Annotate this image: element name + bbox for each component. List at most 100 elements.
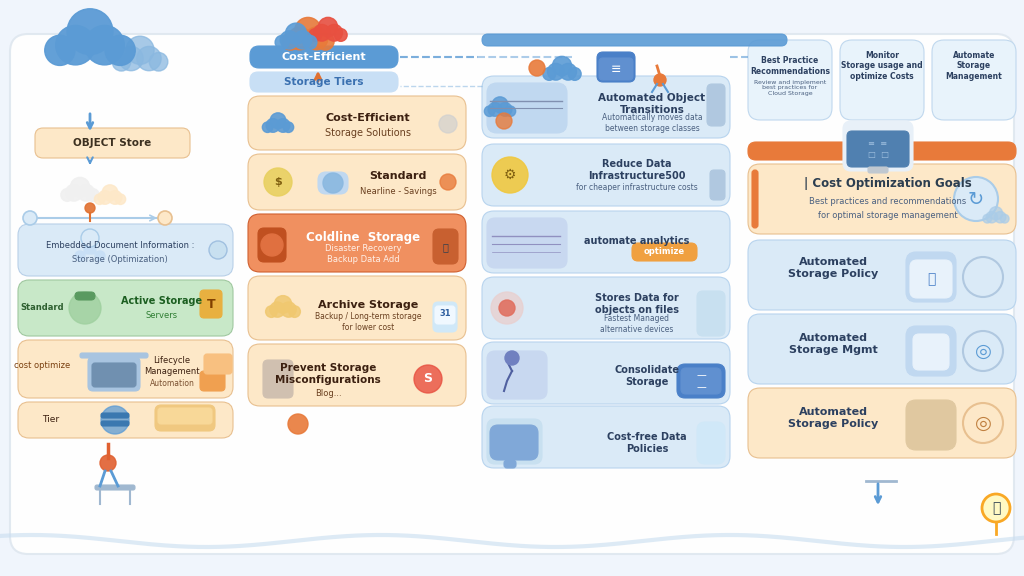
FancyBboxPatch shape xyxy=(35,128,190,158)
Circle shape xyxy=(209,241,227,259)
Text: Standard: Standard xyxy=(20,304,63,313)
Text: $: $ xyxy=(274,177,282,187)
Circle shape xyxy=(560,63,577,80)
Circle shape xyxy=(105,35,135,66)
Circle shape xyxy=(963,331,1002,371)
Text: Monitor
Storage usage and
optimize Costs: Monitor Storage usage and optimize Costs xyxy=(841,51,923,81)
Circle shape xyxy=(66,184,82,201)
FancyBboxPatch shape xyxy=(482,34,787,46)
FancyBboxPatch shape xyxy=(932,40,1016,120)
Circle shape xyxy=(529,60,545,76)
Text: Embedded Document Information :: Embedded Document Information : xyxy=(46,241,195,251)
Text: Blog...: Blog... xyxy=(314,389,341,399)
Circle shape xyxy=(284,122,294,132)
Text: for cheaper infrastructure costs: for cheaper infrastructure costs xyxy=(577,184,698,192)
Circle shape xyxy=(275,35,289,50)
Circle shape xyxy=(316,33,334,50)
Circle shape xyxy=(552,56,571,75)
Circle shape xyxy=(109,191,122,204)
FancyBboxPatch shape xyxy=(248,276,466,340)
FancyBboxPatch shape xyxy=(200,290,222,318)
Text: ⚙: ⚙ xyxy=(504,168,516,182)
Circle shape xyxy=(998,143,1014,159)
Circle shape xyxy=(989,207,1002,220)
FancyBboxPatch shape xyxy=(707,84,725,126)
FancyBboxPatch shape xyxy=(250,46,398,68)
Circle shape xyxy=(490,292,523,324)
FancyBboxPatch shape xyxy=(18,224,233,276)
FancyBboxPatch shape xyxy=(710,170,725,200)
Text: Coldline  Storage: Coldline Storage xyxy=(306,232,420,244)
FancyBboxPatch shape xyxy=(597,52,635,82)
Text: optimize: optimize xyxy=(643,248,685,256)
Circle shape xyxy=(954,177,998,221)
FancyBboxPatch shape xyxy=(18,402,233,438)
Circle shape xyxy=(158,211,172,225)
FancyBboxPatch shape xyxy=(75,292,95,300)
Circle shape xyxy=(137,47,161,71)
Text: Automation: Automation xyxy=(150,378,195,388)
Circle shape xyxy=(414,365,442,393)
Circle shape xyxy=(295,17,322,44)
Circle shape xyxy=(303,35,316,50)
Circle shape xyxy=(262,122,272,132)
Text: Disaster Recovery
Backup Data Add: Disaster Recovery Backup Data Add xyxy=(325,244,401,264)
Text: Nearline - Savings: Nearline - Savings xyxy=(359,187,436,195)
Text: ⬛: ⬛ xyxy=(927,272,935,286)
FancyBboxPatch shape xyxy=(847,131,909,167)
Circle shape xyxy=(86,188,99,202)
Circle shape xyxy=(261,234,283,256)
FancyBboxPatch shape xyxy=(482,406,730,468)
Text: Best practices and recommendations: Best practices and recommendations xyxy=(809,198,967,207)
Text: 📋: 📋 xyxy=(442,242,447,252)
Text: Consolidate
Storage: Consolidate Storage xyxy=(614,365,680,387)
Text: Archive Storage: Archive Storage xyxy=(317,300,418,310)
FancyBboxPatch shape xyxy=(80,353,148,358)
FancyBboxPatch shape xyxy=(748,142,1016,160)
Text: Storage Solutions: Storage Solutions xyxy=(325,128,411,138)
Circle shape xyxy=(60,188,74,202)
FancyBboxPatch shape xyxy=(101,421,129,426)
Circle shape xyxy=(81,229,99,247)
FancyBboxPatch shape xyxy=(748,388,1016,458)
Circle shape xyxy=(439,115,457,133)
Circle shape xyxy=(269,302,285,317)
Text: Fastest Managed
alternative devices: Fastest Managed alternative devices xyxy=(600,314,674,334)
FancyBboxPatch shape xyxy=(433,302,457,332)
Circle shape xyxy=(499,300,515,316)
FancyBboxPatch shape xyxy=(248,154,466,210)
FancyBboxPatch shape xyxy=(487,351,547,399)
Circle shape xyxy=(548,63,564,80)
Circle shape xyxy=(288,414,308,434)
Circle shape xyxy=(994,211,1006,223)
FancyBboxPatch shape xyxy=(10,34,1014,554)
Circle shape xyxy=(85,203,95,213)
Circle shape xyxy=(150,52,168,71)
Circle shape xyxy=(323,173,343,193)
FancyBboxPatch shape xyxy=(752,170,758,228)
Text: Automate
Storage
Management: Automate Storage Management xyxy=(945,51,1002,81)
Text: ≡: ≡ xyxy=(610,63,622,75)
FancyBboxPatch shape xyxy=(248,344,466,406)
Circle shape xyxy=(102,185,118,200)
Circle shape xyxy=(69,292,101,324)
FancyBboxPatch shape xyxy=(843,121,913,171)
Text: Automatically moves data
between storage classes: Automatically moves data between storage… xyxy=(602,113,702,132)
Circle shape xyxy=(488,103,502,116)
FancyBboxPatch shape xyxy=(748,164,1016,234)
Circle shape xyxy=(75,251,85,261)
FancyBboxPatch shape xyxy=(204,354,232,374)
FancyBboxPatch shape xyxy=(504,460,516,468)
Circle shape xyxy=(289,306,300,317)
Text: ◎: ◎ xyxy=(975,414,991,433)
Text: Active Storage: Active Storage xyxy=(122,296,203,306)
FancyBboxPatch shape xyxy=(84,240,96,254)
Text: for optimal storage management: for optimal storage management xyxy=(818,211,957,221)
FancyBboxPatch shape xyxy=(906,252,956,302)
FancyBboxPatch shape xyxy=(599,58,633,80)
Circle shape xyxy=(281,302,296,317)
FancyBboxPatch shape xyxy=(748,314,1016,384)
Circle shape xyxy=(101,406,129,434)
FancyBboxPatch shape xyxy=(18,340,233,398)
Text: 31: 31 xyxy=(439,309,451,319)
